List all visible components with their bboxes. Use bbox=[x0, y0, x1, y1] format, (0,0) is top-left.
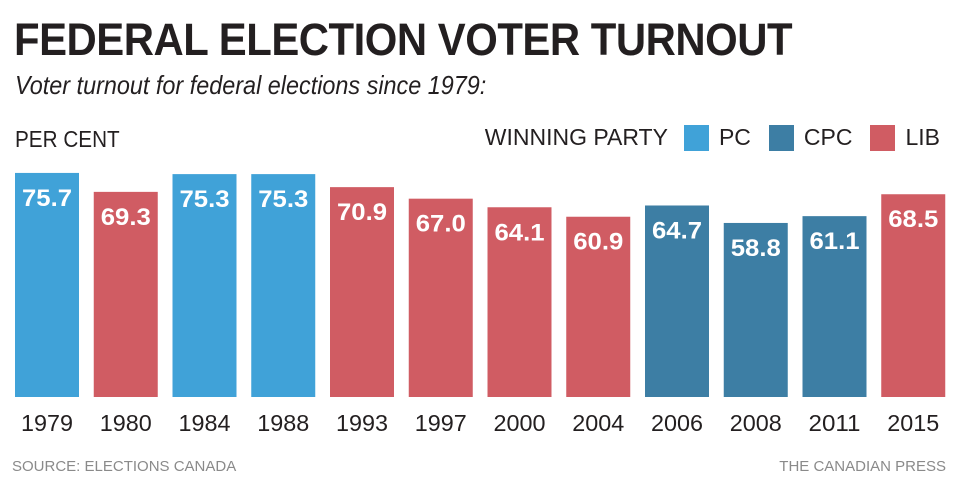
x-tick-2006: 2006 bbox=[651, 410, 703, 436]
source-note: SOURCE: ELECTIONS CANADA bbox=[12, 458, 237, 475]
data-label-2006: 64.7 bbox=[652, 217, 702, 244]
credit-note: THE CANADIAN PRESS bbox=[779, 458, 946, 475]
bar-1984 bbox=[172, 174, 237, 397]
legend-item-pc: PC bbox=[683, 124, 751, 151]
legend: WINNING PARTY PC CPC LIB bbox=[485, 124, 940, 151]
data-label-1980: 69.3 bbox=[101, 204, 151, 231]
legend-label-cpc: CPC bbox=[803, 124, 853, 150]
bar-1980 bbox=[93, 191, 158, 397]
y-axis-label: PER CENT bbox=[15, 126, 120, 152]
bar-1988 bbox=[251, 174, 316, 397]
legend-swatch-cpc bbox=[768, 124, 794, 151]
data-label-2004: 60.9 bbox=[573, 229, 623, 256]
bar-1979 bbox=[15, 172, 79, 397]
x-tick-2008: 2008 bbox=[730, 410, 782, 436]
x-tick-1993: 1993 bbox=[336, 410, 388, 436]
bar-2006 bbox=[645, 205, 709, 397]
data-label-2011: 61.1 bbox=[810, 228, 860, 255]
x-tick-2004: 2004 bbox=[572, 410, 624, 436]
bar-2015 bbox=[881, 194, 946, 397]
data-label-1979: 75.7 bbox=[22, 185, 72, 212]
bar-1993 bbox=[330, 187, 394, 397]
x-tick-2000: 2000 bbox=[494, 410, 546, 436]
legend-swatch-pc bbox=[683, 124, 709, 151]
legend-title: WINNING PARTY bbox=[484, 124, 668, 150]
x-tick-2011: 2011 bbox=[809, 410, 861, 436]
data-label-2008: 58.8 bbox=[731, 235, 781, 262]
data-label-2015: 68.5 bbox=[888, 206, 938, 233]
x-tick-2015: 2015 bbox=[887, 410, 939, 436]
x-tick-1984: 1984 bbox=[179, 410, 231, 436]
bar-2004 bbox=[566, 216, 631, 397]
data-label-1993: 70.9 bbox=[337, 199, 387, 226]
chart-title: FEDERAL ELECTION VOTER TURNOUT bbox=[14, 14, 793, 65]
chart-subtitle: Voter turnout for federal elections sinc… bbox=[15, 70, 487, 100]
x-tick-1979: 1979 bbox=[21, 410, 73, 436]
legend-item-cpc: CPC bbox=[768, 124, 853, 151]
bar-2011 bbox=[802, 216, 867, 397]
bar-2008 bbox=[723, 222, 788, 397]
x-tick-1997: 1997 bbox=[415, 410, 467, 436]
legend-item-lib: LIB bbox=[870, 124, 940, 151]
data-label-1997: 67.0 bbox=[416, 211, 466, 238]
x-tick-1980: 1980 bbox=[100, 410, 152, 436]
data-label-1988: 75.3 bbox=[258, 186, 308, 213]
bar-1997 bbox=[408, 198, 473, 397]
legend-swatch-lib bbox=[870, 124, 896, 151]
data-label-2000: 64.1 bbox=[495, 219, 545, 246]
data-label-1984: 75.3 bbox=[180, 186, 230, 213]
bar-2000 bbox=[487, 207, 552, 397]
legend-label-lib: LIB bbox=[905, 124, 940, 150]
legend-label-pc: PC bbox=[718, 124, 751, 150]
x-tick-1988: 1988 bbox=[257, 410, 309, 436]
